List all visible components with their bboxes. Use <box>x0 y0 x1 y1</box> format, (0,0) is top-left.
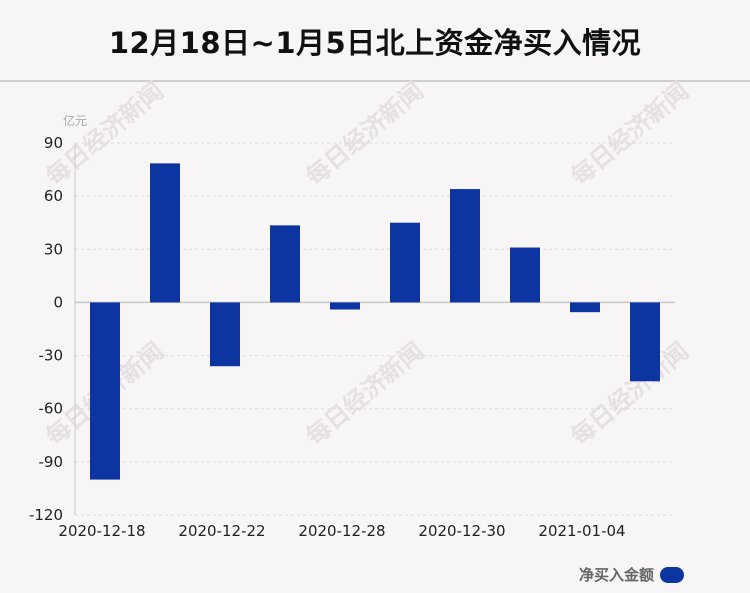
y-tick-label: 30 <box>44 240 63 258</box>
bar <box>570 302 600 313</box>
chart-title: 12月18日~1月5日北上资金净买入情况 <box>108 26 642 60</box>
bar <box>270 225 300 303</box>
y-tick-label: 0 <box>53 293 63 311</box>
y-tick-label: 60 <box>44 187 63 205</box>
bar <box>630 302 660 382</box>
x-tick-label: 2020-12-28 <box>298 522 385 540</box>
x-tick-label: 2020-12-22 <box>178 522 265 540</box>
x-tick-label: 2020-12-18 <box>58 522 145 540</box>
watermark-text: 每日经济新闻 <box>566 337 694 451</box>
bar <box>450 189 480 303</box>
bar <box>90 302 120 480</box>
bar <box>210 302 240 367</box>
bar <box>330 302 360 310</box>
y-tick-label: -60 <box>39 400 64 418</box>
watermark-text: 每日经济新闻 <box>301 337 429 451</box>
x-tick-label: 2020-12-30 <box>418 522 505 540</box>
legend-label: 净买入金额 <box>578 566 654 584</box>
y-tick-label: -120 <box>29 506 63 524</box>
title-divider <box>0 80 750 82</box>
watermark-text: 每日经济新闻 <box>301 77 429 191</box>
y-tick-label: -30 <box>39 347 64 365</box>
bar <box>510 247 540 303</box>
legend-swatch <box>660 566 684 583</box>
bar <box>390 222 420 303</box>
watermark-text: 每日经济新闻 <box>566 77 694 191</box>
legend: 净买入金额 <box>579 564 684 585</box>
y-unit-label: 亿元 <box>63 113 87 128</box>
y-tick-label: -90 <box>39 453 64 471</box>
bar <box>150 163 180 303</box>
y-tick-label: 90 <box>44 134 63 152</box>
x-tick-label: 2021-01-04 <box>538 522 625 540</box>
